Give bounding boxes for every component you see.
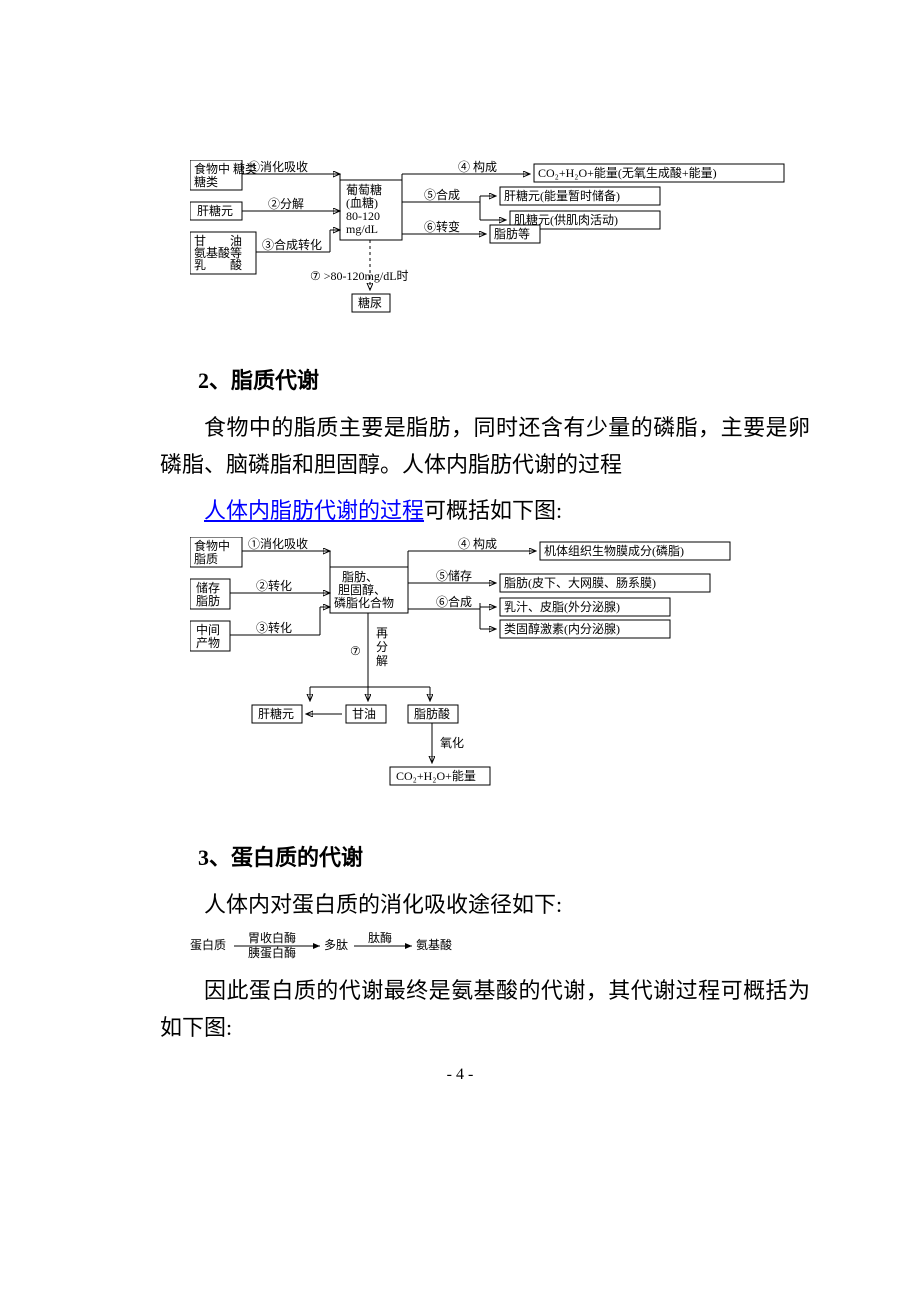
svg-text:中间: 中间 bbox=[196, 622, 220, 637]
para-protein-2: 因此蛋白质的代谢最终是氨基酸的代谢，其代谢过程可概括为如下图: bbox=[160, 972, 810, 1047]
heading-lipid: 2、脂质代谢 bbox=[198, 363, 810, 395]
d1-e4: ④ 构成 bbox=[458, 160, 497, 174]
d2-dlabel: 氧化 bbox=[440, 736, 464, 750]
d2-e2: ②转化 bbox=[256, 578, 292, 593]
d2-e3: ③转化 bbox=[256, 620, 292, 635]
d2-r3: 乳汁、皮脂(外分泌腺) bbox=[504, 599, 620, 614]
d1-r2: 肝糖元(能量暂时储备) bbox=[504, 188, 620, 203]
d1-e5: ⑤合成 bbox=[424, 187, 460, 202]
f-top1: 胃收白酶 bbox=[248, 932, 296, 945]
para-lipid-1: 食物中的脂质主要是脂肪，同时还含有少量的磷脂，主要是卵磷脂、脑磷脂和胆固醇。人体… bbox=[160, 409, 810, 484]
svg-text:80-120: 80-120 bbox=[346, 209, 380, 223]
d2-e7n: ⑦ bbox=[350, 644, 361, 658]
svg-text:葡萄糖: 葡萄糖 bbox=[346, 182, 382, 197]
para-lipid-2-tail: 可概括如下图: bbox=[424, 498, 562, 523]
d2-dmid: 甘油 bbox=[352, 707, 376, 721]
svg-text:(血糖): (血糖) bbox=[346, 195, 378, 210]
d1-r4: 脂肪等 bbox=[494, 226, 530, 241]
svg-text:再: 再 bbox=[376, 626, 388, 640]
svg-text:胆固醇、: 胆固醇、 bbox=[338, 582, 386, 597]
d2-e1: ①消化吸收 bbox=[248, 537, 308, 551]
svg-text:食物中: 食物中 bbox=[194, 538, 230, 553]
d2-e6: ⑥合成 bbox=[436, 594, 472, 609]
d2-e5: ⑤储存 bbox=[436, 568, 472, 583]
svg-text:脂质: 脂质 bbox=[194, 551, 218, 566]
svg-text:糖类: 糖类 bbox=[194, 174, 218, 189]
svg-text:脂肪: 脂肪 bbox=[196, 593, 220, 608]
f-t2: 多肽 bbox=[324, 937, 348, 952]
f-t1: 蛋白质 bbox=[190, 937, 226, 952]
d1-bottom: 糖尿 bbox=[358, 295, 382, 310]
page-number: - 4 - bbox=[0, 1066, 920, 1084]
d1-e2: ②分解 bbox=[268, 197, 304, 211]
svg-text:脂肪、: 脂肪、 bbox=[342, 569, 378, 584]
d2-r2: 脂肪(皮下、大网膜、肠系膜) bbox=[504, 575, 656, 590]
d2-e4: ④ 构成 bbox=[458, 537, 497, 551]
d1-e6: ⑥转变 bbox=[424, 219, 460, 234]
para-protein-1: 人体内对蛋白质的消化吸收途径如下: bbox=[160, 886, 810, 923]
svg-text:产物: 产物 bbox=[196, 636, 220, 650]
f-t3: 氨基酸 bbox=[416, 937, 452, 952]
f-top2: 肽酶 bbox=[368, 932, 392, 945]
d1-e1: ①消化吸收 bbox=[248, 160, 308, 174]
svg-text:解: 解 bbox=[376, 654, 388, 668]
d1-e3: ③合成转化 bbox=[262, 237, 322, 252]
svg-text:乳 酸: 乳 酸 bbox=[194, 257, 242, 272]
d2-dleft: 肝糖元 bbox=[258, 706, 294, 721]
svg-text:磷脂化合物: 磷脂化合物 bbox=[334, 595, 394, 610]
link-fat-metabolism[interactable]: 人体内脂肪代谢的过程 bbox=[204, 498, 424, 523]
d1-below: ⑦ >80-120mg/dL时 bbox=[310, 269, 409, 283]
lipid-metabolism-diagram: 食物中 脂质 储存 脂肪 中间 产物 脂肪、 胆固醇、 磷脂化合物 ①消化吸收 … bbox=[190, 537, 810, 822]
f-bot1: 胰蛋白酶 bbox=[248, 945, 296, 960]
heading-protein: 3、蛋白质的代谢 bbox=[198, 840, 810, 872]
d2-r1: 机体组织生物膜成分(磷脂) bbox=[544, 543, 684, 558]
svg-text:mg/dL: mg/dL bbox=[346, 222, 378, 236]
sugar-metabolism-diagram: 食物中 糖类 糖类 肝糖元 甘 油 氨基酸等 乳 酸 葡萄糖 (血糖) 80-1… bbox=[190, 160, 810, 345]
svg-text:储存: 储存 bbox=[196, 580, 220, 595]
d2-r4: 类固醇激素(内分泌腺) bbox=[504, 621, 620, 636]
svg-text:分: 分 bbox=[376, 640, 388, 654]
d1-n2: 肝糖元 bbox=[197, 203, 233, 218]
protein-pathway-formula: 蛋白质 胃收白酶 胰蛋白酶 多肽 肽酶 氨基酸 bbox=[190, 932, 810, 958]
d2-dbottom: CO₂+H₂O+能量 bbox=[396, 769, 476, 783]
d1-r1: CO₂+H₂O+能量(无氧生成酸+能量) bbox=[538, 165, 717, 180]
d2-dright: 脂肪酸 bbox=[414, 706, 450, 721]
